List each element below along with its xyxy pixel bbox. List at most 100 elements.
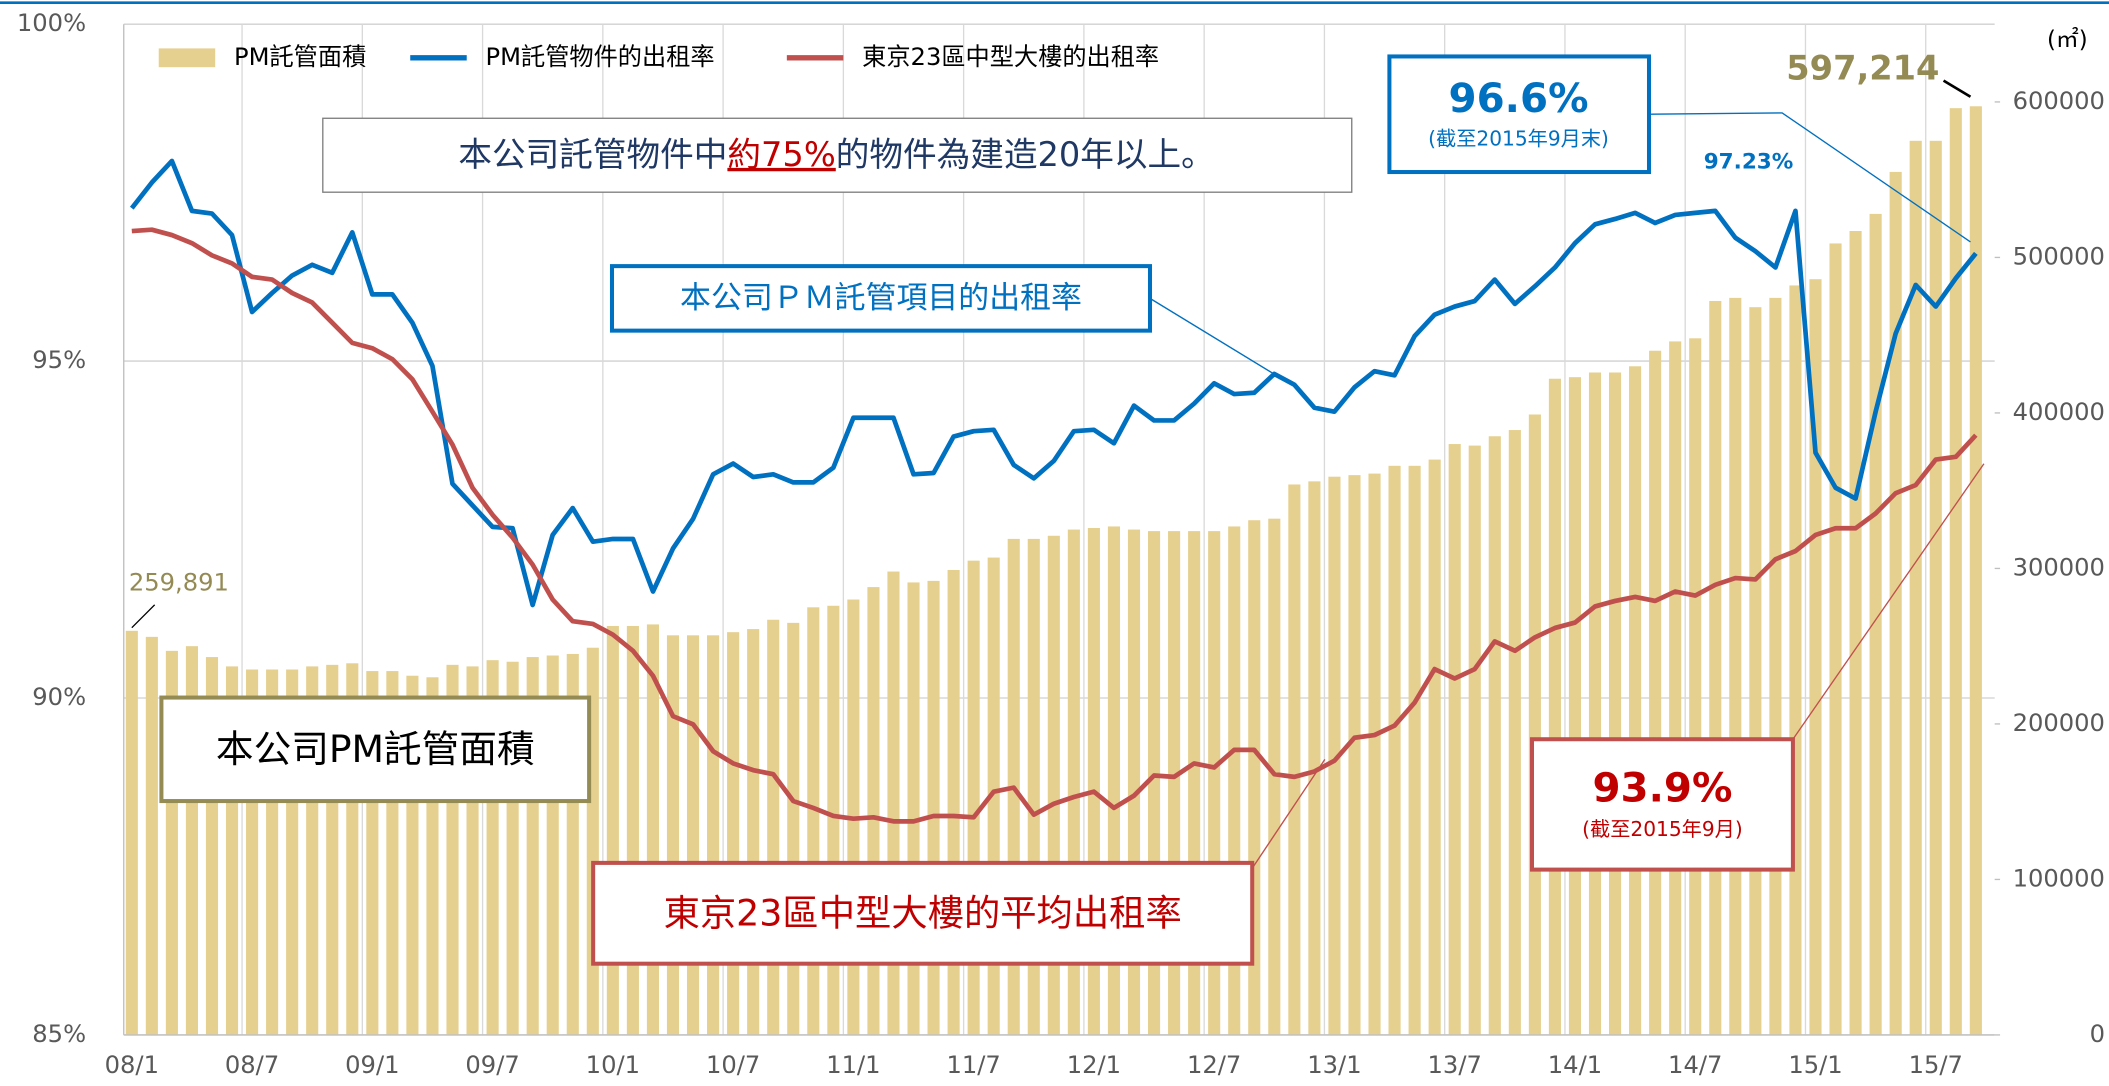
bar	[1709, 300, 1722, 1035]
y2-tick-label: 300000	[2013, 553, 2105, 581]
x-tick-label: 10/1	[586, 1051, 640, 1079]
tokyo-latest-date: (截至2015年9月)	[1582, 817, 1743, 841]
bar	[1689, 338, 1702, 1035]
bar	[907, 582, 920, 1035]
pm-area-box	[159, 695, 592, 804]
pm-rate-box	[609, 264, 1153, 333]
y2-unit: (㎡)	[2047, 27, 2088, 53]
line	[131, 227, 1978, 824]
pm-latest-value: 96.6%	[1449, 75, 1589, 122]
bar	[686, 635, 700, 1035]
first-area-label: 259,891	[129, 568, 229, 596]
y2-tick-label: 400000	[2013, 398, 2105, 426]
leader	[131, 604, 156, 629]
bar	[1649, 350, 1662, 1035]
bar	[1749, 307, 1762, 1035]
x-tick-label: 14/7	[1668, 1051, 1722, 1079]
y-tick-label: 95%	[32, 346, 86, 374]
bar	[1629, 366, 1642, 1035]
pm-latest-box	[1387, 54, 1652, 175]
bar	[727, 632, 740, 1035]
bar	[1769, 297, 1782, 1035]
bar	[1408, 465, 1421, 1035]
bar	[1348, 475, 1361, 1035]
bar	[787, 622, 800, 1035]
bar	[707, 635, 720, 1035]
y-tick-label: 85%	[32, 1020, 86, 1048]
bar	[867, 587, 880, 1035]
legend-label: PM託管物件的出租率	[486, 43, 715, 71]
bar	[1789, 285, 1802, 1035]
x-tick-label: 14/1	[1548, 1051, 1602, 1079]
x-tick-label: 08/7	[225, 1051, 279, 1079]
bar	[1909, 140, 1922, 1035]
legend-label: 東京23區中型大樓的出租率	[862, 43, 1159, 71]
bar	[1609, 372, 1622, 1035]
bar	[1568, 377, 1582, 1035]
bar	[1528, 414, 1541, 1035]
x-tick-label: 09/1	[345, 1051, 399, 1079]
note-part: 的物件為建造20年以上。	[836, 134, 1215, 173]
bar	[1588, 372, 1602, 1035]
note-box	[322, 117, 1353, 193]
bar	[1308, 481, 1321, 1035]
bar	[1448, 444, 1461, 1035]
bar	[1428, 459, 1441, 1035]
x-tick-label: 09/7	[465, 1051, 519, 1079]
y-tick-label: 90%	[32, 683, 86, 711]
bar	[1949, 108, 1962, 1035]
bar	[1809, 279, 1822, 1035]
x-tick-label: 11/1	[826, 1051, 880, 1079]
bar	[666, 635, 680, 1035]
y2-tick-label: 100000	[2013, 864, 2105, 892]
y-tick-label: 100%	[17, 9, 86, 37]
bar	[606, 625, 619, 1035]
note: 本公司託管物件中約75%的物件為建造20年以上。	[458, 134, 1214, 173]
x-tick-label: 15/7	[1909, 1051, 1963, 1079]
pm-latest-date: (截至2015年9月末)	[1428, 126, 1609, 150]
bar	[747, 629, 760, 1035]
y2-tick-label: 500000	[2013, 242, 2105, 270]
bar	[1669, 341, 1682, 1035]
y2-tick-label: 0	[2090, 1020, 2105, 1048]
bar	[145, 636, 158, 1035]
bar	[807, 607, 820, 1035]
x-tick-label: 13/7	[1428, 1051, 1482, 1079]
bar	[1548, 378, 1561, 1035]
bar	[827, 605, 840, 1035]
bar	[1929, 140, 1942, 1035]
bar	[1268, 518, 1281, 1035]
bar	[1368, 473, 1381, 1035]
x-tick-label: 12/7	[1187, 1051, 1241, 1079]
bar	[1488, 436, 1501, 1035]
x-tick-label: 10/7	[706, 1051, 760, 1079]
x-tick-label: 15/1	[1788, 1051, 1842, 1079]
bar	[1969, 106, 1982, 1035]
pm-rate-label: 本公司ＰＭ託管項目的出租率	[680, 280, 1082, 316]
bar	[1508, 430, 1521, 1035]
tokyo-rate-box	[591, 860, 1255, 966]
bar	[626, 625, 639, 1035]
bar	[927, 580, 940, 1035]
peak-label: 97.23%	[1704, 150, 1794, 175]
tokyo-rate-label: 東京23區中型大樓的平均出租率	[664, 891, 1182, 934]
x-tick-label: 08/1	[105, 1051, 159, 1079]
tokyo-latest-value: 93.9%	[1592, 764, 1732, 811]
leader	[1243, 759, 1326, 881]
y2-tick-label: 600000	[2013, 87, 2105, 115]
bar	[1889, 171, 1902, 1035]
lines	[129, 158, 1978, 824]
legend-swatch	[158, 48, 216, 68]
bar	[1849, 231, 1862, 1035]
pm-area-label: 本公司PM託管面積	[216, 727, 535, 771]
x-tick-label: 12/1	[1067, 1051, 1121, 1079]
bar	[1328, 476, 1341, 1035]
bar	[1729, 297, 1742, 1035]
tokyo-latest-box	[1529, 737, 1795, 872]
note-highlight: 約75%	[727, 134, 835, 173]
bar	[1468, 445, 1481, 1035]
axes: 85% 90% 95% 100% 0 100000 200000 300000 400000 50…	[17, 9, 2105, 1079]
note-part: 本公司託管物件中	[458, 134, 727, 173]
